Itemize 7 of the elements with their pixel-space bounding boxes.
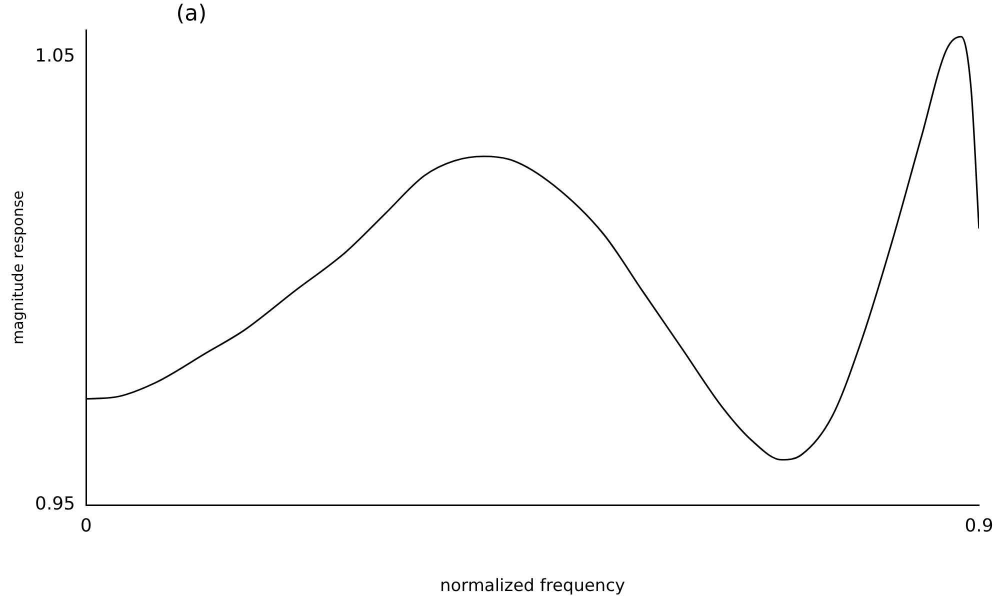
y-axis-title: magnitude response (8, 190, 27, 345)
x-tick-label: 0.9 (964, 515, 994, 536)
x-tick-label: 0 (80, 515, 92, 536)
y-tick-label: 1.05 (35, 46, 76, 67)
x-axis-title: normalized frequency (440, 576, 626, 596)
y-tick-label: 0.95 (35, 494, 76, 515)
chart-title: (a) (176, 2, 207, 27)
